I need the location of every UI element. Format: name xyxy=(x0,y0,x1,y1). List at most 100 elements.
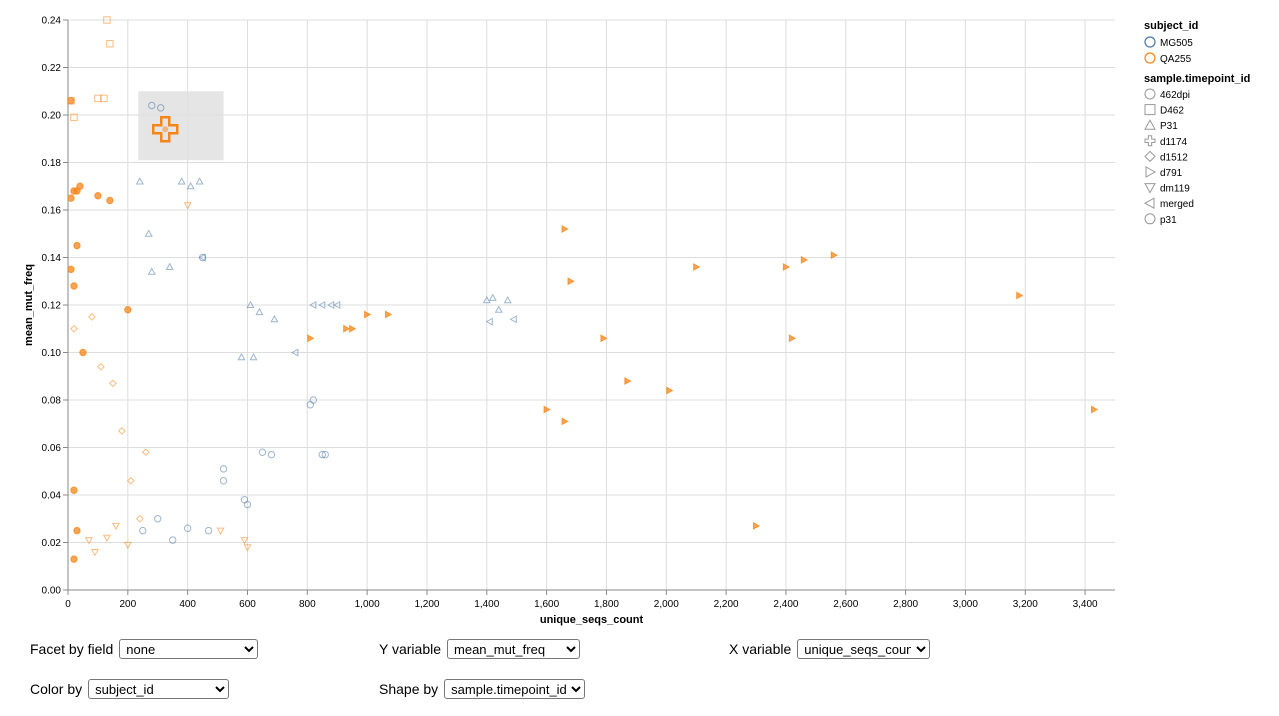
data-point xyxy=(240,537,249,545)
y-tick-label: 0.02 xyxy=(42,538,62,549)
yvar-control: Y variable mean_mut_freq xyxy=(379,639,581,659)
data-point xyxy=(782,262,791,272)
data-point xyxy=(117,426,126,435)
legend-color-swatch xyxy=(1144,36,1156,48)
legend-shape-label: d1174 xyxy=(1160,137,1188,148)
y-tick-label: 0.10 xyxy=(42,348,62,359)
legend-shape-swatch xyxy=(1144,150,1156,163)
data-point xyxy=(503,296,512,304)
data-point xyxy=(343,324,351,333)
y-tick-label: 0.04 xyxy=(42,491,62,502)
x-tick-label: 3,400 xyxy=(1073,599,1098,610)
legend-shape-label: 462dpi xyxy=(1160,90,1190,101)
legend-shape-label: D462 xyxy=(1160,106,1184,117)
y-tick-label: 0.20 xyxy=(42,111,62,122)
data-point xyxy=(100,94,108,103)
data-point xyxy=(195,177,204,185)
data-point xyxy=(258,448,267,456)
data-point xyxy=(88,312,96,321)
x-tick-label: 0 xyxy=(65,599,71,610)
legend-shape-swatch xyxy=(1144,88,1156,100)
data-point xyxy=(186,182,195,190)
data-point xyxy=(219,465,228,473)
y-tick-label: 0.24 xyxy=(42,16,62,27)
data-point xyxy=(204,526,213,535)
data-point xyxy=(349,324,357,333)
data-point xyxy=(246,300,255,309)
data-point xyxy=(243,500,252,509)
data-point xyxy=(488,293,497,301)
yvar-label: Y variable xyxy=(379,641,442,657)
x-tick-label: 600 xyxy=(239,599,256,610)
data-point xyxy=(126,476,135,485)
data-point xyxy=(509,315,517,324)
y-tick-label: 0.22 xyxy=(42,63,62,74)
data-point xyxy=(141,448,150,457)
data-point xyxy=(76,182,84,190)
y-tick-label: 0.06 xyxy=(42,443,62,454)
data-point xyxy=(157,104,165,112)
data-point xyxy=(561,417,569,426)
x-axis-title: unique_seqs_count xyxy=(540,614,644,626)
scatter-chart[interactable]: 0 200 400 600 800 1,000 1,200 1,400 1,600 1,800 2,… xyxy=(0,0,1279,640)
data-point xyxy=(788,334,797,343)
data-point xyxy=(752,521,761,530)
data-point xyxy=(485,317,493,326)
data-point xyxy=(270,315,279,323)
data-point xyxy=(177,177,186,185)
shape-select[interactable]: sample.timepoint_id xyxy=(444,679,586,699)
x-tick-label: 800 xyxy=(299,599,316,610)
data-point xyxy=(309,300,317,310)
color-label: Color by xyxy=(30,681,83,697)
data-point xyxy=(240,496,249,504)
data-point xyxy=(306,401,315,409)
legend-shape-swatch xyxy=(1144,135,1156,147)
legend-color-label: MG505 xyxy=(1160,38,1193,49)
data-point xyxy=(237,353,246,361)
selected-point-center xyxy=(162,126,169,133)
data-point xyxy=(70,486,78,494)
legend-shape-label: d791 xyxy=(1160,168,1183,179)
x-tick-label: 1,400 xyxy=(474,599,499,610)
data-point xyxy=(90,548,99,557)
y-tick-label: 0.00 xyxy=(42,586,62,597)
data-point xyxy=(219,477,228,485)
facet-select[interactable]: none xyxy=(119,639,259,659)
x-tick-label: 2,400 xyxy=(773,599,798,610)
data-point xyxy=(102,534,111,542)
xvar-select[interactable]: unique_seqs_count xyxy=(797,639,931,659)
color-select[interactable]: subject_id xyxy=(88,679,230,699)
data-point xyxy=(307,334,315,343)
legend-shape-label: d1512 xyxy=(1160,152,1188,163)
data-point xyxy=(243,544,252,552)
shape-label: Shape by xyxy=(379,681,439,697)
y-tick-label: 0.12 xyxy=(42,301,62,312)
data-point xyxy=(94,192,102,200)
selected-point xyxy=(151,116,179,143)
data-point xyxy=(106,40,114,48)
facet-label: Facet by field xyxy=(30,641,114,657)
data-point xyxy=(216,527,225,535)
data-point xyxy=(624,376,632,386)
data-point xyxy=(106,196,114,205)
data-point xyxy=(94,94,102,103)
data-point xyxy=(139,526,147,535)
data-point xyxy=(1091,405,1099,414)
x-tick-label: 1,800 xyxy=(594,599,619,610)
data-point xyxy=(318,450,326,459)
yvar-select[interactable]: mean_mut_freq xyxy=(447,639,581,659)
legend-shape-label: merged xyxy=(1160,199,1194,210)
data-point xyxy=(154,515,162,523)
data-point xyxy=(561,224,569,234)
data-point xyxy=(494,305,503,313)
data-point xyxy=(482,296,491,304)
shape-control: Shape by sample.timepoint_id xyxy=(379,679,586,699)
data-point xyxy=(124,306,132,314)
data-point xyxy=(73,526,81,535)
y-axis-title: mean_mut_freq xyxy=(23,264,35,346)
data-point xyxy=(73,241,81,250)
xvar-control: X variable unique_seqs_count xyxy=(729,639,931,659)
y-tick-label: 0.08 xyxy=(42,396,62,407)
data-point xyxy=(70,555,78,563)
selection-box xyxy=(138,91,224,161)
